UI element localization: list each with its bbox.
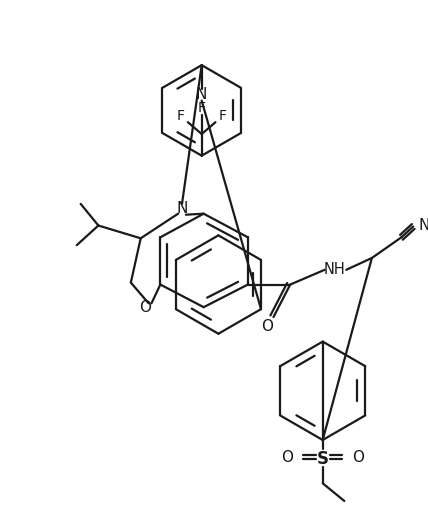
Text: F: F bbox=[177, 109, 185, 123]
Text: F: F bbox=[198, 101, 206, 116]
Text: O: O bbox=[262, 319, 273, 334]
Text: N: N bbox=[418, 218, 428, 233]
Text: F: F bbox=[218, 109, 226, 123]
Text: N: N bbox=[196, 87, 208, 102]
Text: O: O bbox=[281, 450, 293, 465]
Text: NH: NH bbox=[324, 262, 345, 277]
Text: O: O bbox=[140, 300, 152, 315]
Text: S: S bbox=[317, 450, 329, 468]
Text: O: O bbox=[352, 450, 364, 465]
Text: N: N bbox=[176, 201, 188, 216]
